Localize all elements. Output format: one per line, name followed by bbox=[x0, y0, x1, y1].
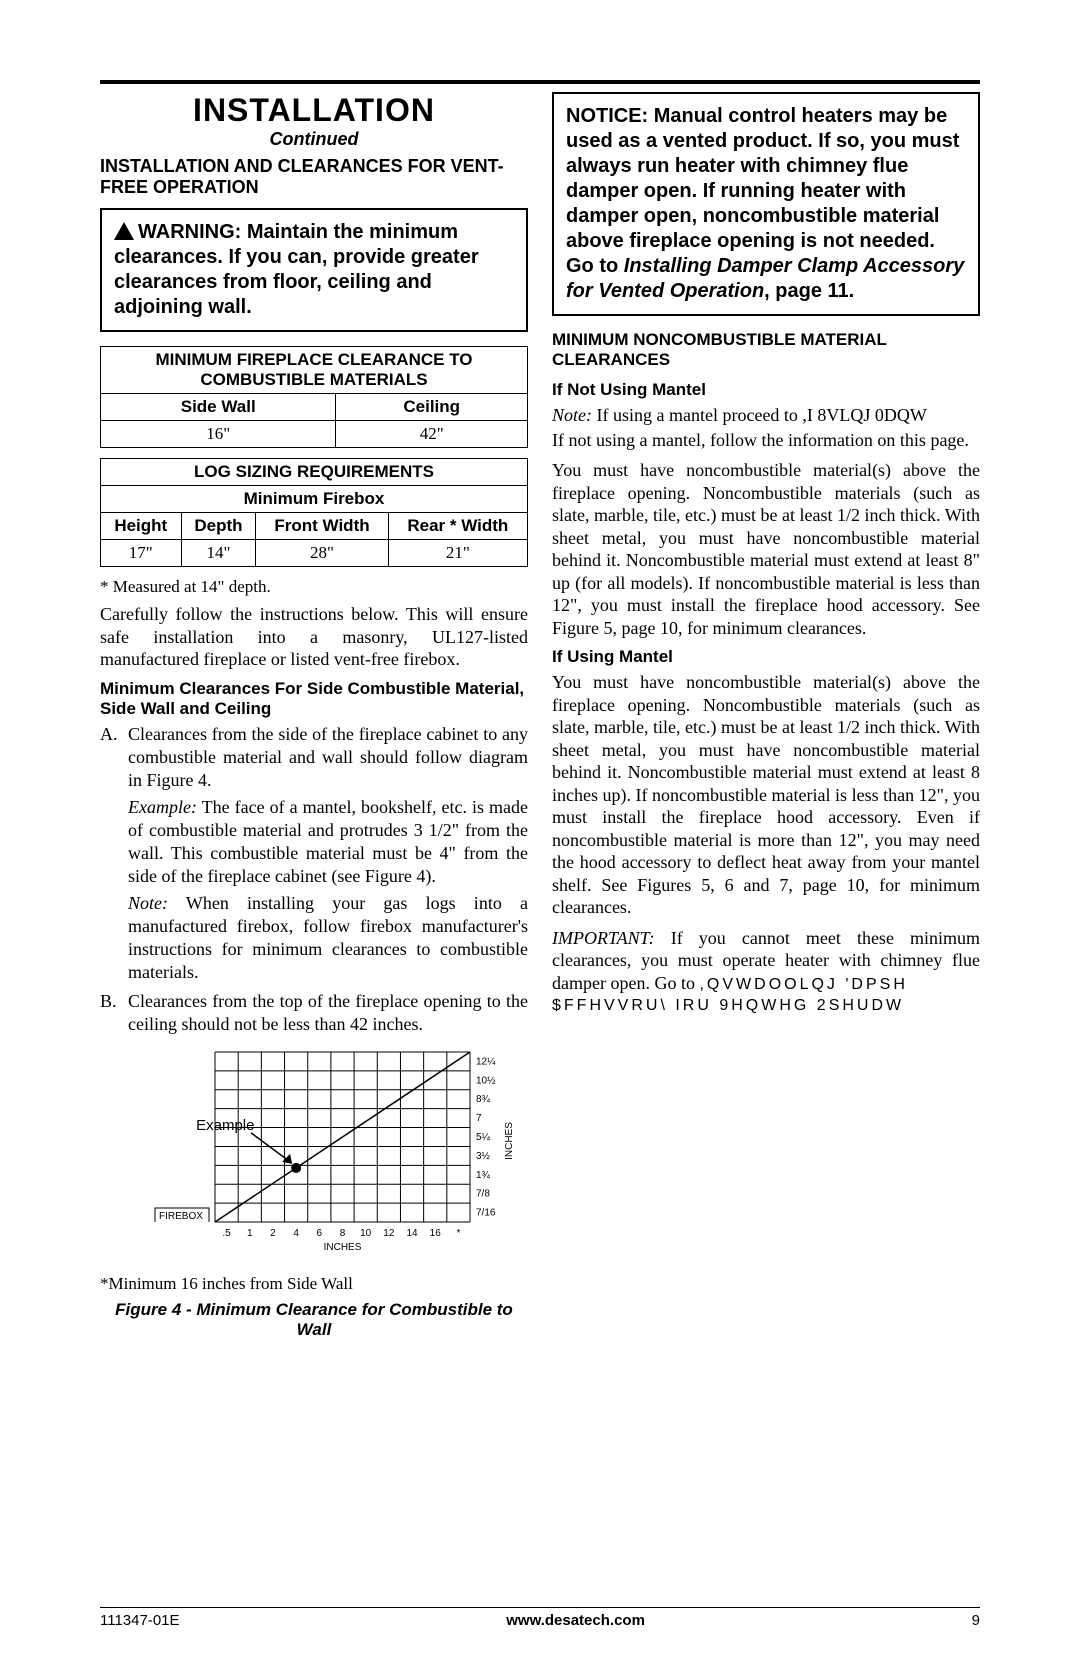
svg-text:7/16: 7/16 bbox=[476, 1207, 496, 1218]
svg-text:14: 14 bbox=[406, 1228, 418, 1239]
svg-text:1: 1 bbox=[247, 1228, 253, 1239]
intro-paragraph: Carefully follow the instructions below.… bbox=[100, 603, 528, 671]
item-b-text: Clearances from the top of the fireplace… bbox=[128, 991, 528, 1034]
note-label-2: Note: bbox=[552, 405, 592, 425]
not-mantel-head: If Not Using Mantel bbox=[552, 380, 980, 400]
table2-subtitle: Minimum Firebox bbox=[101, 486, 528, 513]
table2-col: Height bbox=[101, 513, 182, 540]
svg-text:FIREBOX: FIREBOX bbox=[159, 1211, 203, 1222]
svg-text:7: 7 bbox=[476, 1113, 482, 1124]
garbled-2a: $FFHVVRU\ IRU 9HQWHG 2SHUDW bbox=[552, 997, 904, 1014]
garbled-text-1: ,QVWDOOLQJ 'DPSH bbox=[699, 976, 907, 993]
clearance-table: MINIMUM FIREPLACE CLEARANCE TO COMBUSTIB… bbox=[100, 346, 528, 448]
svg-text:12¼: 12¼ bbox=[476, 1055, 496, 1067]
svg-text:12: 12 bbox=[383, 1228, 395, 1239]
using-mantel-body: You must have noncombustible material(s)… bbox=[552, 671, 980, 919]
not-mantel-note: Note: If using a mantel proceed to ,I 8V… bbox=[552, 404, 980, 427]
example-label: Example: bbox=[128, 797, 197, 817]
svg-text:8: 8 bbox=[340, 1228, 346, 1239]
left-column: INSTALLATION Continued INSTALLATION AND … bbox=[100, 92, 528, 1340]
svg-text:7/8: 7/8 bbox=[476, 1189, 490, 1200]
svg-text:8¾: 8¾ bbox=[476, 1094, 491, 1105]
table-row: 16" 42" bbox=[101, 421, 528, 448]
chart-svg: FIREBOX.51246810121416*INCHES7/167/81¾3½… bbox=[100, 1042, 520, 1272]
warning-triangle-icon bbox=[114, 222, 134, 240]
not-mantel-text: If not using a mantel, follow the inform… bbox=[552, 429, 980, 452]
important-label: IMPORTANT: bbox=[552, 928, 655, 948]
figure-caption: Figure 4 - Minimum Clearance for Combust… bbox=[100, 1300, 528, 1340]
table1-col-ceiling: Ceiling bbox=[336, 394, 528, 421]
svg-text:.5: .5 bbox=[222, 1228, 231, 1239]
marker-a: A. bbox=[100, 723, 118, 746]
footer-url: www.desatech.com bbox=[506, 1612, 645, 1629]
table2-cell: 21" bbox=[388, 540, 527, 567]
page-title: INSTALLATION bbox=[100, 92, 528, 129]
table2-footnote: * Measured at 14" depth. bbox=[100, 577, 528, 597]
footer-page-number: 9 bbox=[972, 1612, 980, 1629]
table1-cell: 42" bbox=[336, 421, 528, 448]
item-a-text: Clearances from the side of the fireplac… bbox=[128, 724, 528, 790]
svg-text:*: * bbox=[456, 1228, 460, 1239]
notice-box: NOTICE: Manual control heaters may be us… bbox=[552, 92, 980, 316]
svg-text:3½: 3½ bbox=[476, 1151, 491, 1162]
svg-text:6: 6 bbox=[317, 1228, 323, 1239]
garbled-text-2: $FFHVVRU\ IRU 9HQWHG 2SHUDW bbox=[552, 997, 980, 1015]
svg-text:10½: 10½ bbox=[476, 1075, 496, 1086]
table2-col: Depth bbox=[181, 513, 256, 540]
notice-part2: , page 11. bbox=[764, 280, 854, 302]
table1-col-sidewall: Side Wall bbox=[101, 394, 336, 421]
warning-box: WARNING: Maintain the minimum clearances… bbox=[100, 208, 528, 332]
min-clearance-subhead: Minimum Clearances For Side Combustible … bbox=[100, 679, 528, 719]
footer-doc-id: 111347-01E bbox=[100, 1612, 180, 1629]
svg-text:5¼: 5¼ bbox=[476, 1131, 491, 1143]
not-mantel-note-text: If using a mantel proceed to ,I 8VLQJ 0D… bbox=[592, 405, 927, 425]
continued-label: Continued bbox=[100, 129, 528, 150]
clearance-chart: FIREBOX.51246810121416*INCHES7/167/81¾3½… bbox=[100, 1042, 528, 1272]
table1-title: MINIMUM FIREPLACE CLEARANCE TO COMBUSTIB… bbox=[101, 347, 528, 394]
section-heading: INSTALLATION AND CLEARANCES FOR VENT-FRE… bbox=[100, 156, 528, 198]
chart-footnote: *Minimum 16 inches from Side Wall bbox=[100, 1274, 528, 1294]
svg-text:1¾: 1¾ bbox=[476, 1170, 491, 1181]
svg-text:INCHES: INCHES bbox=[504, 1122, 515, 1160]
svg-text:16: 16 bbox=[430, 1228, 442, 1239]
table1-cell: 16" bbox=[101, 421, 336, 448]
table2-cell: 14" bbox=[181, 540, 256, 567]
two-column-layout: INSTALLATION Continued INSTALLATION AND … bbox=[100, 92, 980, 1340]
note-label: Note: bbox=[128, 893, 168, 913]
not-mantel-body: You must have noncombustible material(s)… bbox=[552, 459, 980, 639]
table2-title: LOG SIZING REQUIREMENTS bbox=[101, 459, 528, 486]
table2-col: Front Width bbox=[256, 513, 388, 540]
table2-cell: 28" bbox=[256, 540, 388, 567]
warning-text: WARNING: Maintain the minimum clearances… bbox=[114, 221, 479, 318]
table2-col: Rear * Width bbox=[388, 513, 527, 540]
svg-text:10: 10 bbox=[360, 1228, 372, 1239]
list-item-b: B. Clearances from the top of the firepl… bbox=[100, 990, 528, 1036]
notice-part1: NOTICE: Manual control heaters may be us… bbox=[566, 105, 959, 277]
page-footer: 111347-01E www.desatech.com 9 bbox=[100, 1607, 980, 1629]
log-sizing-table: LOG SIZING REQUIREMENTS Minimum Firebox … bbox=[100, 458, 528, 567]
right-column: NOTICE: Manual control heaters may be us… bbox=[552, 92, 980, 1340]
list-item-a: A. Clearances from the side of the firep… bbox=[100, 723, 528, 984]
note-text: When installing your gas logs into a man… bbox=[128, 893, 528, 982]
table-row: 17" 14" 28" 21" bbox=[101, 540, 528, 567]
svg-text:2: 2 bbox=[270, 1228, 276, 1239]
svg-text:Example: Example bbox=[196, 1117, 254, 1134]
using-mantel-head: If Using Mantel bbox=[552, 647, 980, 667]
top-rule bbox=[100, 80, 980, 84]
important-paragraph: IMPORTANT: If you cannot meet these mini… bbox=[552, 927, 980, 995]
svg-text:INCHES: INCHES bbox=[324, 1242, 362, 1253]
svg-text:4: 4 bbox=[293, 1228, 299, 1239]
right-section-head: MINIMUM NONCOMBUSTIBLE MATERIAL CLEARANC… bbox=[552, 330, 980, 370]
table2-cell: 17" bbox=[101, 540, 182, 567]
marker-b: B. bbox=[100, 990, 117, 1013]
